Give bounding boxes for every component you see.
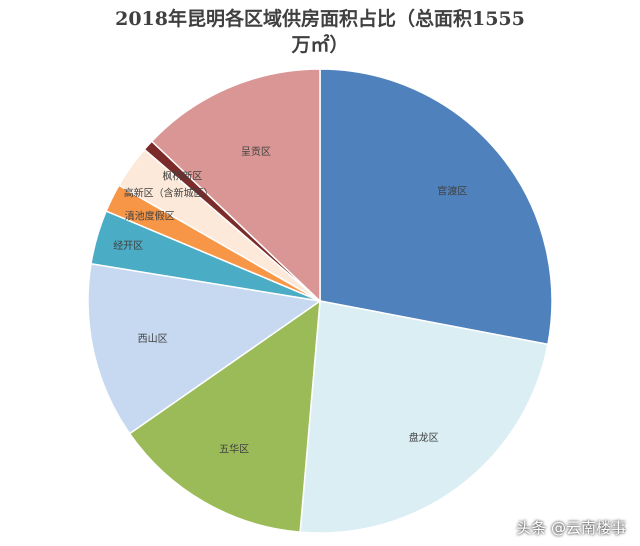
slice-label: 枫桥新区 bbox=[162, 169, 202, 182]
slice-label: 五华区 bbox=[219, 443, 249, 456]
chart-title-line1: 2018年昆明各区域供房面积占比（总面积1555 bbox=[115, 8, 525, 30]
pie-slice bbox=[128, 299, 321, 533]
watermark: 头条 @云南楼事 bbox=[516, 519, 626, 537]
pie-slice bbox=[299, 300, 549, 534]
slice-label: 经开区 bbox=[113, 239, 143, 252]
slice-label: 官渡区 bbox=[437, 185, 467, 198]
pie-slices bbox=[87, 68, 553, 534]
slice-label: 高新区（含新城区） bbox=[124, 187, 214, 200]
chart-title-line2: 万㎡） bbox=[291, 34, 349, 56]
chart-title: 2018年昆明各区域供房面积占比（总面积1555 万㎡） bbox=[0, 6, 640, 58]
pie-slice bbox=[319, 68, 553, 346]
slice-label: 呈贡区 bbox=[241, 146, 271, 158]
slice-label: 盘龙区 bbox=[409, 431, 439, 444]
slice-label: 西山区 bbox=[138, 333, 168, 345]
pie-slice bbox=[150, 68, 321, 303]
pie-slice bbox=[87, 262, 322, 435]
slice-label: 滇池度假区 bbox=[125, 210, 175, 223]
